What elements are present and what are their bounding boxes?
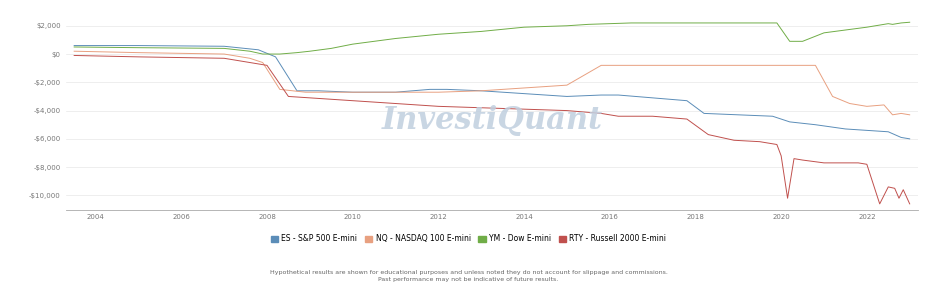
Legend: ES - S&P 500 E-mini, NQ - NASDAQ 100 E-mini, YM - Dow E-mini, RTY - Russell 2000: ES - S&P 500 E-mini, NQ - NASDAQ 100 E-m… <box>267 231 669 246</box>
Text: Hypothetical results are shown for educational purposes and unless noted they do: Hypothetical results are shown for educa… <box>270 270 666 282</box>
Text: InvestiQuant: InvestiQuant <box>381 105 602 136</box>
